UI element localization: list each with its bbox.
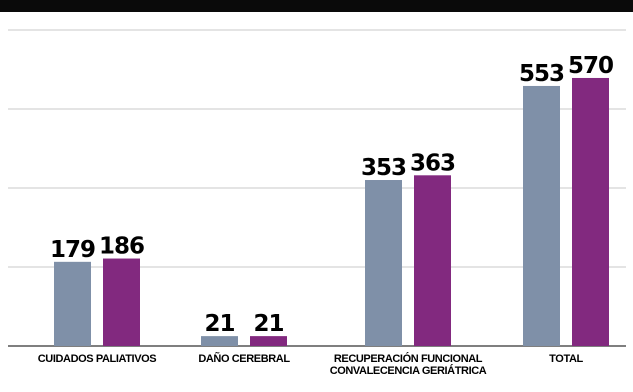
category-label: RECUPERACIÓN FUNCIONAL (334, 352, 483, 365)
data-label: 186 (99, 234, 144, 260)
data-label: 353 (361, 155, 406, 181)
category-labels: CUIDADOS PALIATIVOS DAÑO CEREBRAL RECUPERA… (38, 352, 584, 377)
header-band (0, 0, 633, 12)
category-label: DAÑO CEREBRAL (198, 352, 290, 365)
bar (365, 180, 402, 346)
bar (414, 175, 451, 346)
bar (572, 77, 609, 346)
bar (201, 336, 238, 346)
bar (54, 261, 91, 346)
data-label: 179 (50, 237, 95, 263)
bar (250, 336, 287, 346)
bars (54, 77, 609, 346)
data-label: 570 (568, 53, 613, 79)
data-label: 363 (410, 150, 455, 176)
data-label: 21 (204, 311, 234, 337)
value-labels: 179 186 21 21 353 363 553 570 (50, 53, 614, 337)
bar (523, 85, 560, 346)
bar (103, 258, 140, 346)
category-label: TOTAL (549, 353, 583, 365)
category-label: CUIDADOS PALIATIVOS (38, 353, 157, 365)
category-label: CONVALECENCIA GERIÁTRICA (330, 364, 487, 377)
data-label: 21 (253, 311, 283, 337)
data-label: 553 (519, 61, 564, 87)
